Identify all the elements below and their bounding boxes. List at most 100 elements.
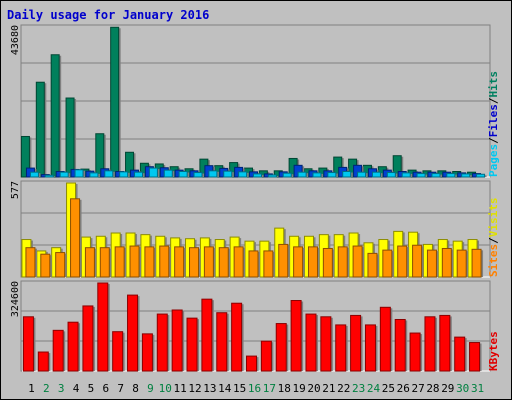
day-label: 24 (367, 382, 381, 395)
bar-kbytes (67, 321, 79, 372)
bar-kbytes (379, 306, 391, 372)
bar-pages (357, 171, 367, 178)
bar-sites (322, 247, 333, 278)
day-label: 7 (117, 382, 124, 395)
day-label: 19 (292, 382, 305, 395)
bar-pages (267, 174, 277, 178)
bar-pages (238, 171, 248, 178)
legend-entry: Visits (487, 198, 500, 238)
bar-kbytes (350, 314, 362, 372)
bar-pages (371, 171, 381, 178)
bar-pages (134, 171, 144, 178)
bar-sites (99, 247, 110, 278)
bar-pages (148, 167, 158, 178)
day-label: 27 (411, 382, 424, 395)
bar-kbytes (394, 318, 406, 372)
legend-entry: Hits (487, 71, 500, 98)
panel-legend: KBytes (487, 331, 500, 371)
bar-sites (293, 246, 304, 278)
day-label: 29 (441, 382, 454, 395)
bar-kbytes (186, 317, 198, 372)
day-label: 31 (471, 382, 484, 395)
bar-kbytes (275, 323, 287, 372)
day-label: 18 (278, 382, 291, 395)
bar-hits (65, 97, 75, 178)
bar-sites (70, 198, 81, 278)
y-max-label: 43680 (10, 25, 21, 55)
bar-kbytes (320, 316, 332, 372)
bar-sites (307, 246, 318, 278)
bar-sites (40, 253, 51, 278)
panel-legend: Pages/Files/Hits (487, 71, 500, 177)
bar-kbytes (171, 309, 183, 372)
sites-visits-panel: 577 Sites/Visits (10, 180, 500, 278)
hits-files-pages-panel: 43680 Pages/Files/Hits (10, 24, 500, 178)
bar-pages (431, 173, 441, 178)
bar-sites (55, 252, 66, 278)
bar-pages (59, 171, 69, 178)
bar-kbytes (82, 305, 94, 372)
bar-pages (74, 169, 84, 178)
bar-kbytes (127, 294, 139, 372)
day-label: 5 (88, 382, 95, 395)
bar-hits (35, 81, 45, 178)
bar-pages (208, 170, 218, 178)
bar-sites (84, 247, 95, 278)
bar-sites (352, 245, 363, 278)
bar-sites (159, 245, 170, 278)
bar-kbytes (335, 324, 347, 372)
bar-pages (89, 172, 99, 178)
bar-sites (233, 246, 244, 278)
day-label: 22 (337, 382, 350, 395)
bar-sites (218, 247, 229, 278)
bar-pages (446, 173, 456, 178)
day-label: 25 (382, 382, 395, 395)
bar-kbytes (37, 351, 49, 372)
bar-pages (104, 170, 114, 178)
bar-kbytes (22, 316, 34, 372)
bar-kbytes (454, 336, 466, 372)
bar-kbytes (439, 314, 451, 372)
day-label: 8 (132, 382, 139, 395)
day-label: 1 (28, 382, 35, 395)
day-label: 6 (102, 382, 109, 395)
bar-sites (144, 246, 155, 278)
bar-pages (386, 172, 396, 178)
bar-sites (25, 247, 36, 278)
bar-kbytes (52, 329, 64, 372)
day-label: 2 (43, 382, 50, 395)
bar-pages (253, 173, 262, 178)
bar-sites (471, 248, 482, 278)
bar-pages (223, 170, 233, 178)
day-label: 28 (426, 382, 439, 395)
legend-entry: Sites (487, 244, 500, 277)
day-label: 3 (58, 382, 65, 395)
bar-sites (129, 245, 140, 278)
bar-pages (44, 174, 54, 178)
day-label: 21 (322, 382, 335, 395)
legend-entry: / (487, 237, 500, 244)
day-label: 15 (233, 382, 246, 395)
bar-sites (337, 246, 348, 278)
bar-sites (441, 247, 452, 278)
day-label: 30 (456, 382, 469, 395)
day-label: 17 (263, 382, 276, 395)
bar-sites (382, 249, 393, 278)
day-label: 13 (203, 382, 216, 395)
bar-pages (401, 172, 411, 178)
bar-sites (174, 246, 185, 278)
bar-kbytes (305, 313, 317, 372)
bar-pages (416, 173, 426, 178)
bar-kbytes (409, 332, 421, 372)
y-max-label: 577 (10, 181, 21, 199)
day-label: 16 (248, 382, 261, 395)
bar-sites (426, 249, 437, 278)
bar-pages (119, 171, 129, 178)
bar-kbytes (290, 300, 302, 372)
bar-pages (282, 172, 292, 178)
bar-kbytes (469, 342, 481, 372)
bar-sites (412, 244, 423, 278)
legend-entry: KBytes (487, 331, 500, 371)
bar-kbytes (216, 312, 228, 372)
